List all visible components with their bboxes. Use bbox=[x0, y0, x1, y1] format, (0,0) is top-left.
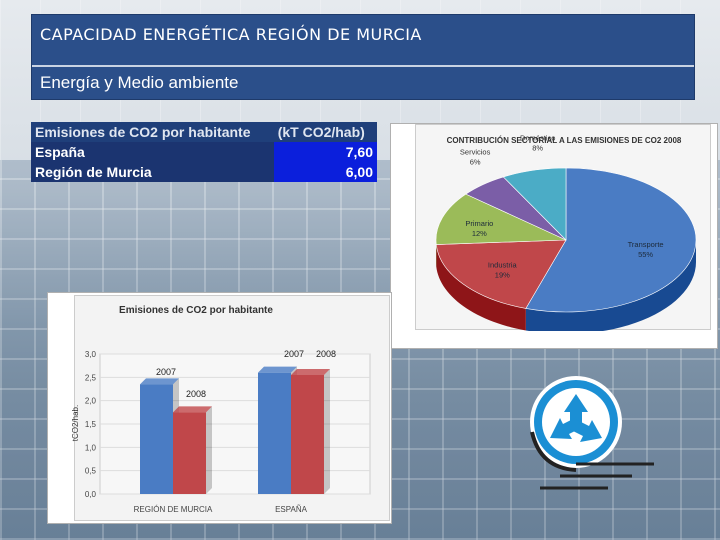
bar-ytick-label: 0,0 bbox=[85, 490, 97, 499]
slide-subtitle: Energía y Medio ambiente bbox=[40, 73, 239, 92]
bar-data-label: 2008 bbox=[186, 389, 206, 399]
bar-2008 bbox=[291, 375, 324, 494]
bar-chart: Emisiones de CO2 por habitante tCO2/hab. 0… bbox=[71, 305, 371, 514]
bar-top bbox=[173, 406, 212, 413]
pie-slice-name: Transporte bbox=[628, 240, 664, 249]
bar-ytick-label: 1,0 bbox=[85, 443, 97, 452]
bar-2007 bbox=[258, 372, 291, 494]
pie-chart-area: CONTRIBUCIÓN SECTORIAL A LAS EMISIONES D… bbox=[415, 124, 711, 334]
bar-top bbox=[291, 369, 330, 375]
pie-slice bbox=[525, 167, 697, 313]
bar-ytick-label: 2,0 bbox=[85, 397, 97, 406]
table-row-value: 7,60 bbox=[292, 142, 377, 162]
slide-title: CAPACIDAD ENERGÉTICA REGIÓN DE MURCIA bbox=[40, 25, 422, 44]
pie-slice-name: Doméstico bbox=[520, 133, 555, 142]
pie-slice bbox=[502, 167, 567, 241]
bar-chart-panel: Emisiones de CO2 por habitante tCO2/hab. 0… bbox=[47, 292, 392, 524]
table-header-label: Emisiones de CO2 por habitante bbox=[31, 122, 274, 142]
pie-chart: CONTRIBUCIÓN SECTORIAL A LAS EMISIONES D… bbox=[435, 133, 697, 334]
table-row-label: España bbox=[31, 142, 274, 162]
pie-slice-side bbox=[525, 240, 696, 334]
table-row: España 7,60 bbox=[31, 142, 377, 162]
pie-title: CONTRIBUCIÓN SECTORIAL A LAS EMISIONES D… bbox=[447, 136, 682, 145]
table-row: Región de Murcia 6,00 bbox=[31, 162, 377, 182]
pie-slice-name: Servicios bbox=[460, 148, 491, 157]
bar-legend-2008: 2008 bbox=[316, 349, 336, 359]
bar-ytick-label: 2,5 bbox=[85, 373, 97, 382]
emissions-table: Emisiones de CO2 por habitante (kT CO2/h… bbox=[31, 122, 377, 182]
bar-ylabel: tCO2/hab. bbox=[71, 405, 80, 441]
bar-2007 bbox=[140, 384, 173, 494]
recycle-icon bbox=[530, 376, 654, 490]
pie-slice bbox=[435, 193, 567, 245]
bar-category-label: REGIÓN DE MURCIA bbox=[134, 505, 213, 514]
bar-top bbox=[258, 366, 297, 373]
pie-slice-label: 8% bbox=[532, 143, 543, 152]
pie-slice-name: Industria bbox=[488, 260, 518, 269]
pie-slice-side bbox=[436, 244, 526, 331]
pie-slice-label: 12% bbox=[472, 229, 487, 238]
pie-slice-name: Primario bbox=[465, 219, 493, 228]
pie-slice-label: 6% bbox=[470, 158, 481, 167]
bar-title: Emisiones de CO2 por habitante bbox=[119, 305, 273, 316]
bar-ytick-label: 0,5 bbox=[85, 467, 97, 476]
table-row-value: 6,00 bbox=[292, 162, 377, 182]
pie-chart-panel: CONTRIBUCIÓN SECTORIAL A LAS EMISIONES D… bbox=[390, 123, 718, 349]
bar-data-label: 2007 bbox=[156, 367, 176, 377]
bar-legend-2007: 2007 bbox=[284, 349, 304, 359]
bar-ytick-label: 3,0 bbox=[85, 350, 97, 359]
table-header-unit: (kT CO2/hab) bbox=[273, 122, 377, 142]
pie-slice bbox=[435, 239, 567, 309]
bar-top bbox=[140, 378, 179, 385]
slide-header: CAPACIDAD ENERGÉTICA REGIÓN DE MURCIA En… bbox=[31, 14, 695, 100]
bar-category-label: ESPAÑA bbox=[275, 505, 308, 514]
table-header-row: Emisiones de CO2 por habitante (kT CO2/h… bbox=[31, 122, 377, 142]
bar-2008 bbox=[173, 412, 206, 494]
bar-ytick-label: 1,5 bbox=[85, 420, 97, 429]
pie-slice-label: 19% bbox=[495, 270, 510, 279]
table-row-label: Región de Murcia bbox=[31, 162, 274, 182]
bar-side bbox=[324, 369, 330, 494]
bar-side bbox=[206, 406, 212, 494]
pie-slice-label: 55% bbox=[638, 250, 653, 259]
header-divider bbox=[32, 65, 694, 67]
